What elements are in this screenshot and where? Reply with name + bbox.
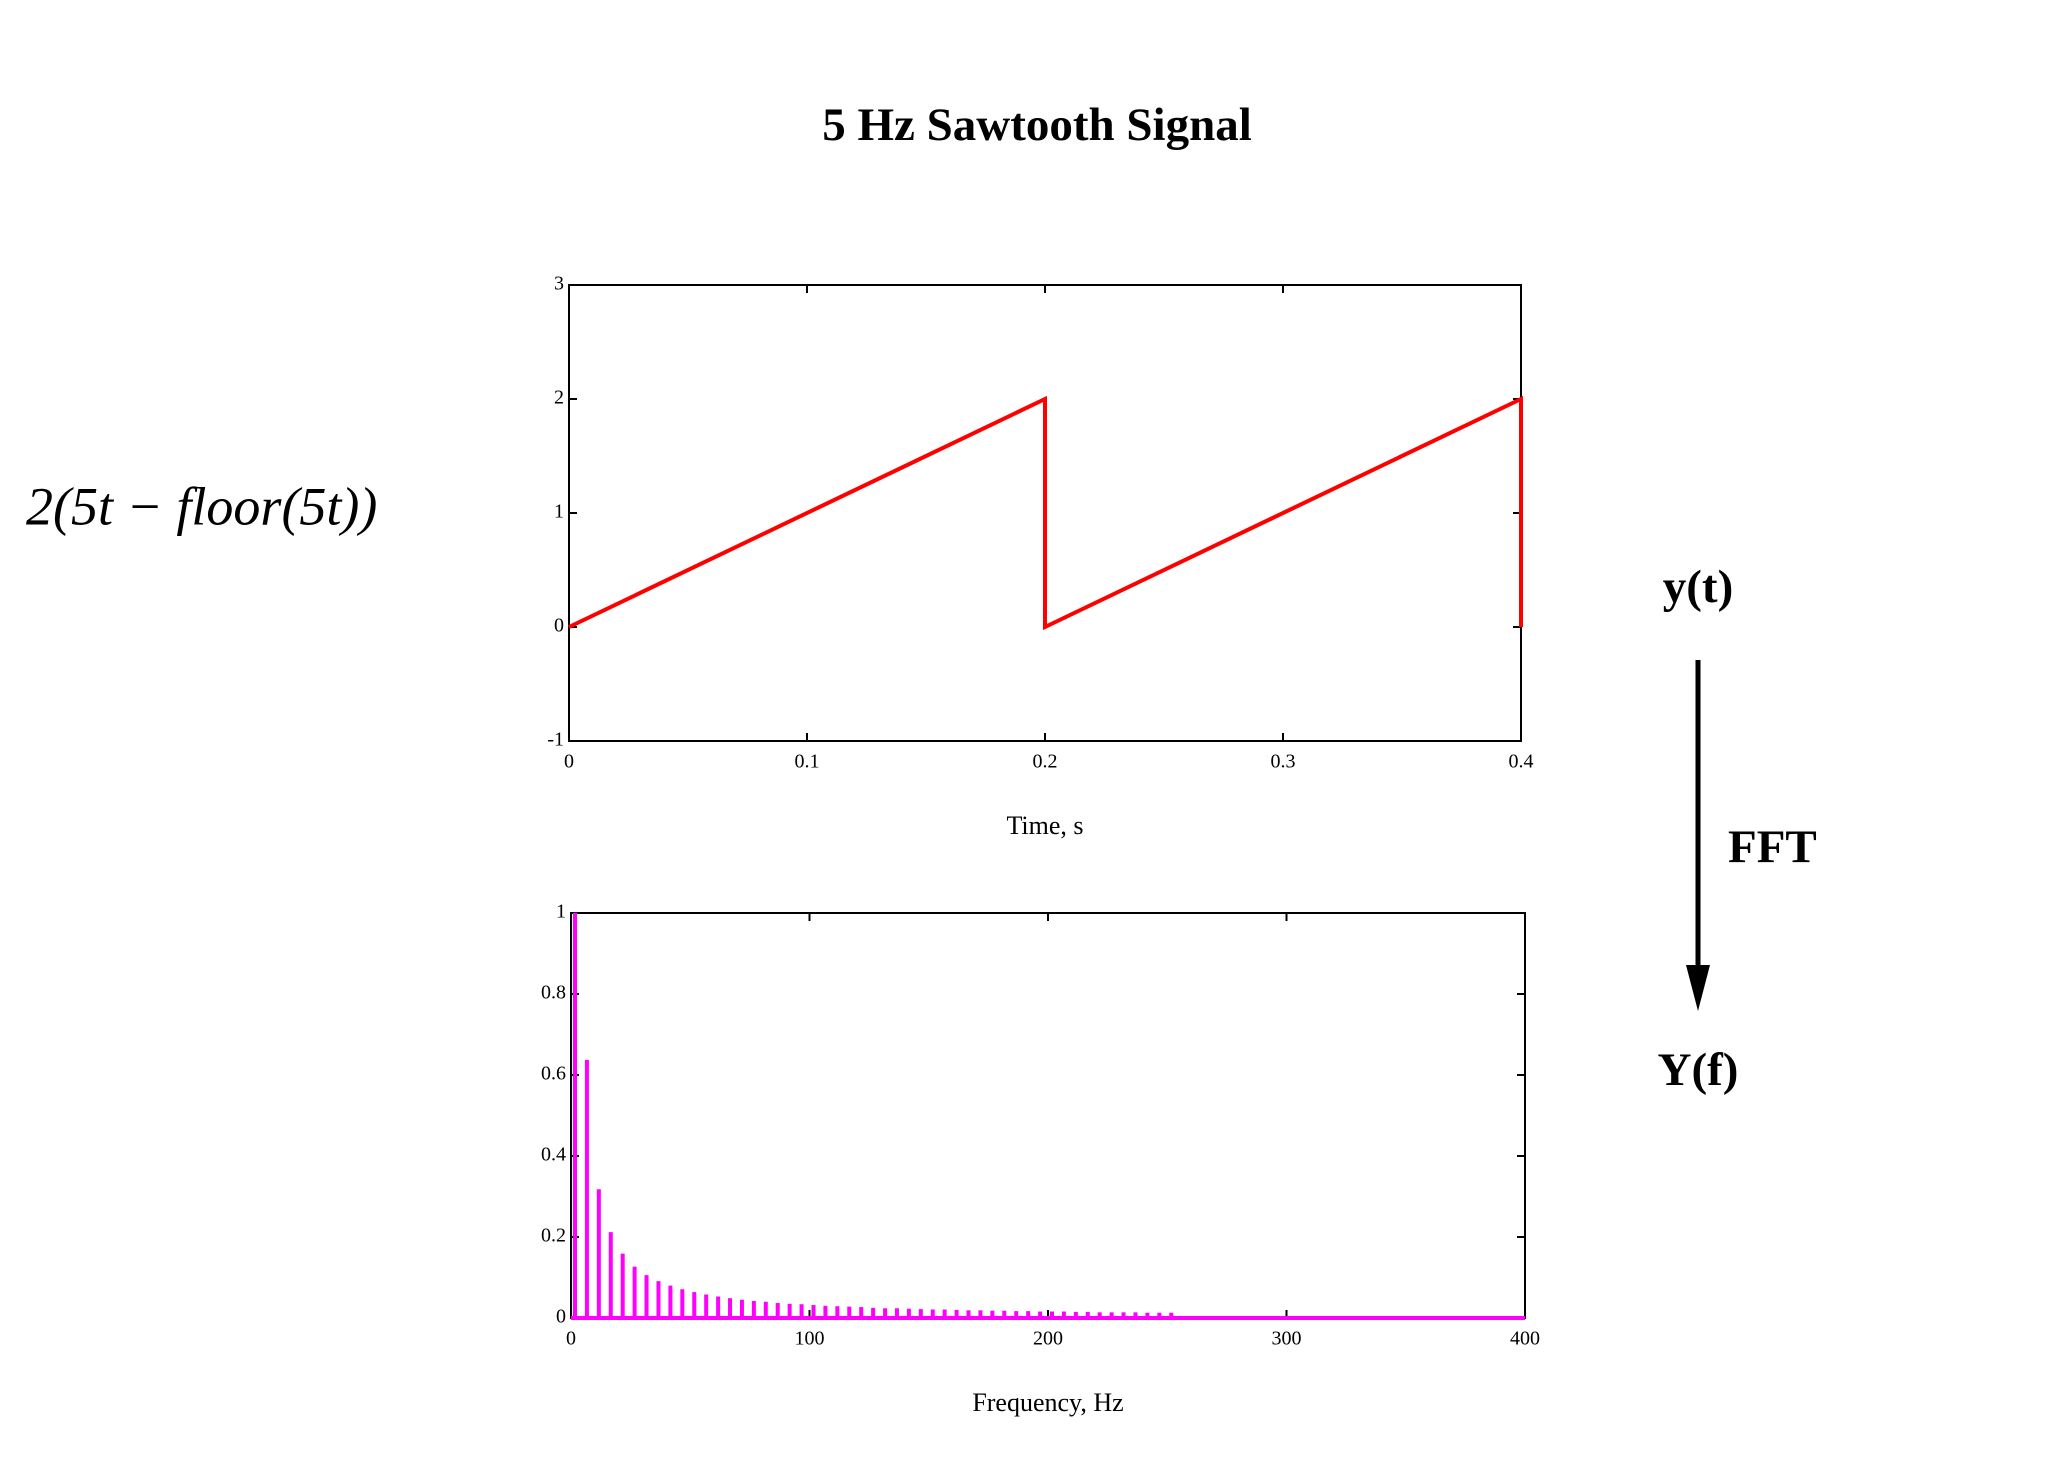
y-tick-label: 2 bbox=[554, 387, 564, 409]
input-label: y(t) bbox=[1663, 561, 1733, 613]
x-axis-label: Frequency, Hz bbox=[972, 1388, 1123, 1417]
formula: 2(5t − floor(5t)) bbox=[26, 476, 377, 536]
x-tick-label: 0.1 bbox=[795, 751, 820, 773]
x-tick-label: 0.2 bbox=[1033, 751, 1058, 773]
x-tick-label: 0 bbox=[564, 751, 574, 773]
title: 5 Hz Sawtooth Signal bbox=[822, 99, 1252, 151]
y-tick-label: 0.4 bbox=[541, 1144, 566, 1166]
y-tick-label: 3 bbox=[554, 273, 564, 295]
y-tick-label: 0.6 bbox=[541, 1063, 566, 1085]
transform-label: FFT bbox=[1728, 821, 1817, 873]
x-tick-label: 400 bbox=[1510, 1328, 1540, 1350]
x-axis-label: Time, s bbox=[1006, 811, 1083, 840]
output-label: Y(f) bbox=[1658, 1044, 1739, 1096]
x-tick-label: 0 bbox=[566, 1328, 576, 1350]
y-tick-label: 0.8 bbox=[541, 982, 566, 1004]
x-tick-label: 100 bbox=[795, 1328, 825, 1350]
x-tick-label: 300 bbox=[1272, 1328, 1302, 1350]
signal-line bbox=[568, 395, 1523, 631]
x-tick-label: 0.3 bbox=[1271, 751, 1296, 773]
arrow-head bbox=[1686, 965, 1710, 1011]
y-tick-label: 1 bbox=[554, 501, 564, 523]
x-tick-label: 0.4 bbox=[1509, 751, 1534, 773]
y-tick-label: 0.2 bbox=[541, 1225, 566, 1247]
y-tick-label: 0 bbox=[556, 1306, 566, 1328]
plot-frame bbox=[570, 912, 1526, 1319]
y-tick-label: -1 bbox=[547, 729, 564, 751]
y-tick-label: 0 bbox=[554, 615, 564, 637]
y-tick-label: 1 bbox=[556, 901, 566, 923]
x-tick-label: 200 bbox=[1033, 1328, 1063, 1350]
